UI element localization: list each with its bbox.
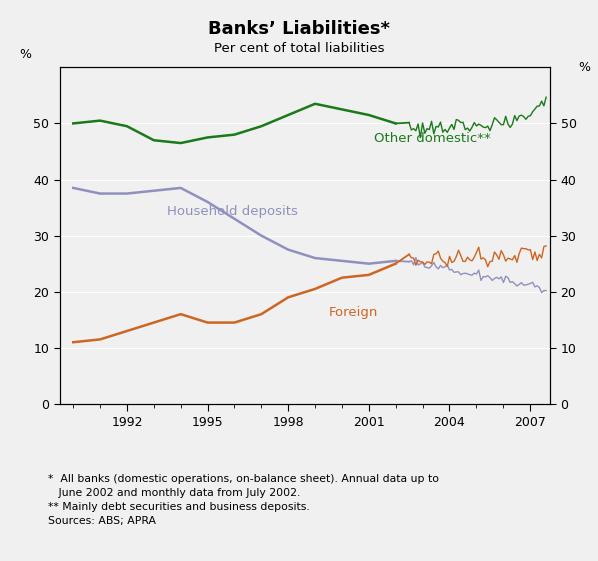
Text: Household deposits: Household deposits <box>167 205 298 218</box>
Text: Foreign: Foreign <box>328 306 378 319</box>
Y-axis label: %: % <box>20 48 32 61</box>
Text: Banks’ Liabilities*: Banks’ Liabilities* <box>208 20 390 38</box>
Text: Other domestic**: Other domestic** <box>374 132 491 145</box>
Text: Per cent of total liabilities: Per cent of total liabilities <box>213 42 385 55</box>
Text: *  All banks (domestic operations, on-balance sheet). Annual data up to
   June : * All banks (domestic operations, on-bal… <box>48 474 439 526</box>
Y-axis label: %: % <box>578 61 590 73</box>
